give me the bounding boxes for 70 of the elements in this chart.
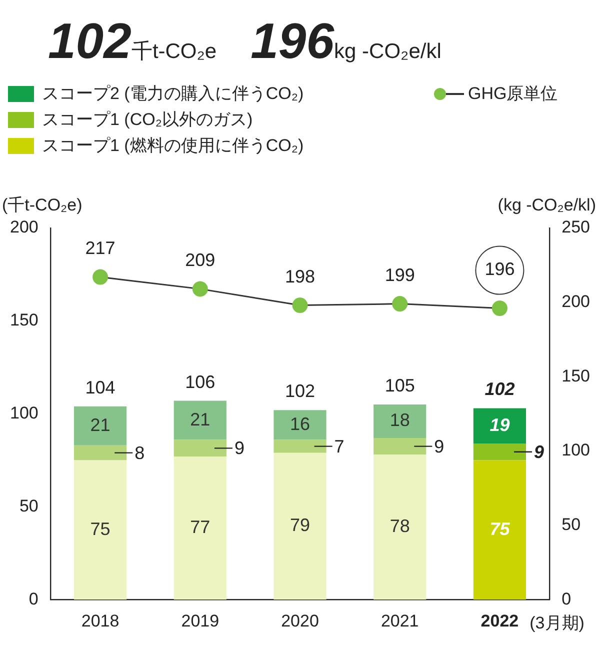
data-label: 21 <box>190 409 210 430</box>
bar <box>473 444 526 460</box>
data-label: 7 <box>334 436 344 456</box>
chart-subtitle: 196kg -CO₂e/kl <box>250 13 442 69</box>
y-tick-label: 150 <box>10 310 38 330</box>
y-tick-label: 200 <box>10 218 38 237</box>
x-tick-label: 2021 <box>380 611 419 630</box>
y2-tick-label: 0 <box>562 589 572 608</box>
point <box>392 296 408 312</box>
point <box>92 269 108 285</box>
data-label: 217 <box>85 238 116 258</box>
y-axis-title: (千t-CO₂e) <box>2 196 82 215</box>
x-tick-label: 2020 <box>281 611 319 630</box>
bar <box>274 440 326 453</box>
data-label: 21 <box>90 414 110 435</box>
total-label: 102 <box>284 381 316 402</box>
data-label: 196 <box>484 259 515 280</box>
y2-tick-label: 250 <box>562 218 590 237</box>
bar <box>374 438 426 455</box>
legend-label: スコープ1 (燃料の使用に伴うCO₂) <box>42 135 304 157</box>
data-label: 209 <box>185 250 216 270</box>
bar <box>374 454 426 600</box>
data-label: 9 <box>234 438 244 458</box>
data-label: 18 <box>390 410 410 430</box>
data-label: 19 <box>490 414 510 435</box>
data-label: 199 <box>384 264 415 285</box>
data-label: 8 <box>134 442 145 463</box>
bar <box>473 460 526 600</box>
data-label: 75 <box>90 518 110 539</box>
bar <box>174 400 226 440</box>
x-tick-label: 2018 <box>81 611 120 630</box>
bar <box>174 440 226 457</box>
bar <box>374 404 426 438</box>
y-tick-label: 50 <box>19 496 38 516</box>
data-label: 9 <box>434 436 444 456</box>
y2-tick-label: 150 <box>562 366 590 386</box>
legend-label: スコープ2 (電力の購入に伴うCO₂) <box>42 83 304 105</box>
point <box>192 281 208 297</box>
legend-label: スコープ1 (CO₂以外のガス) <box>42 109 253 131</box>
data-label: 198 <box>284 266 316 286</box>
total-label: 102 <box>484 379 515 400</box>
y2-tick-label: 200 <box>562 292 590 312</box>
bar <box>74 406 127 446</box>
point <box>292 298 308 314</box>
chart-title: 102千t-CO₂e <box>48 13 217 69</box>
x-axis-title: (3月期) <box>530 613 584 632</box>
data-label: 78 <box>390 516 410 536</box>
bar <box>174 456 226 600</box>
legend-label: GHG原単位 <box>468 83 558 105</box>
point <box>492 300 508 316</box>
bar <box>74 445 127 460</box>
bar <box>473 408 526 444</box>
data-label: 9 <box>534 442 544 462</box>
data-label: 79 <box>290 515 310 536</box>
data-label: 75 <box>490 518 511 539</box>
y2-tick-label: 100 <box>562 440 590 460</box>
data-label: 16 <box>290 414 310 434</box>
y-tick-label: 100 <box>10 403 38 422</box>
total-label: 105 <box>384 375 415 396</box>
bar <box>274 410 326 440</box>
bar <box>274 452 326 600</box>
x-tick-label: 2022 <box>480 611 519 630</box>
y-tick-label: 0 <box>28 589 38 608</box>
total-label: 104 <box>85 377 116 398</box>
total-label: 106 <box>185 372 216 392</box>
data-label: 77 <box>190 517 210 538</box>
bar <box>74 460 127 600</box>
x-tick-label: 2019 <box>181 611 220 630</box>
y2-axis-title: (kg -CO₂e/kl) <box>498 196 596 215</box>
y2-tick-label: 50 <box>562 514 581 534</box>
